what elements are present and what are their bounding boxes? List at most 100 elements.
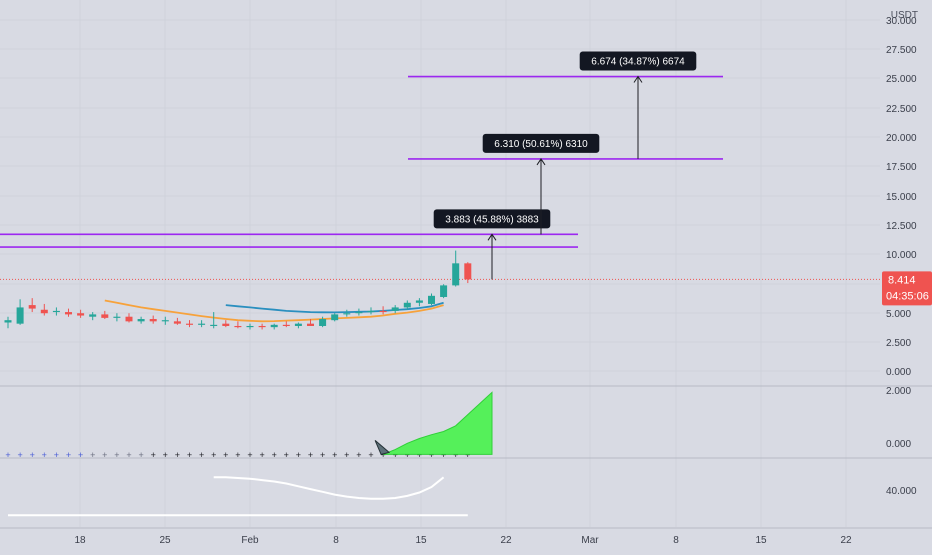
candle-body [270, 324, 278, 328]
axis-layer: 18 25 Feb 8 15 22 Mar 8 15 22 30.000 27.500 25.000 22… [74, 16, 917, 546]
candle-body [379, 310, 387, 313]
candle-body [52, 310, 60, 313]
oscillator-dot: + [320, 450, 325, 460]
y-tick-label: 27.500 [886, 45, 917, 56]
measure-arrow-head [487, 233, 497, 241]
oscillator-dot: + [453, 450, 458, 460]
y-tick-label: 22.500 [886, 104, 917, 115]
oscillator-dot: + [199, 450, 204, 460]
candle-body [186, 323, 193, 325]
candle-body [149, 319, 157, 322]
oscillator-dot: + [393, 450, 398, 460]
candle-body [16, 307, 24, 324]
measure-layer: 3.883 (45.88%) 3883 6.310 (50.61%) 6310 6.… [433, 51, 697, 280]
x-tick-label: Mar [581, 535, 599, 546]
oscillator-dot: + [90, 450, 95, 460]
last-price-tag: 8.414 04:35:06 [882, 271, 932, 306]
candle-body [125, 316, 133, 322]
candle-body [428, 295, 435, 304]
oscillator-dot: + [175, 450, 180, 460]
oscillator-dot: + [405, 450, 410, 460]
candle-body [210, 324, 218, 326]
oscillator-dot: + [42, 450, 47, 460]
oscillator-dot: + [368, 450, 373, 460]
candle-body [464, 263, 472, 280]
measure-arrow-head [536, 158, 546, 166]
y-tick-label: 17.500 [886, 162, 917, 173]
oscillator-dot: + [332, 450, 337, 460]
measure-label-bg [482, 133, 600, 153]
oscillator-dot: + [187, 450, 192, 460]
oscillator-dot: + [126, 450, 131, 460]
oscillator-dot: + [30, 450, 35, 460]
oscillator-dot: + [114, 450, 119, 460]
oscillator-dot: + [465, 450, 470, 460]
oscillator-dot: + [417, 450, 422, 460]
oscillator-dot: + [138, 450, 143, 460]
candle-body [113, 316, 121, 318]
candle-body [403, 302, 411, 308]
candle-body [282, 324, 290, 326]
oscillator-dot: + [66, 450, 71, 460]
oscillator-dot: + [211, 450, 216, 460]
osc-tick-label: 2.000 [886, 386, 911, 397]
oscillator-dot: + [356, 450, 361, 460]
x-tick-label: 8 [673, 535, 679, 546]
measure-arrow-head [633, 75, 643, 83]
y-tick-label: 15.000 [886, 192, 917, 203]
oscillator-dot: + [235, 450, 240, 460]
bar-countdown: 04:35:06 [886, 290, 929, 302]
candle-body [101, 314, 109, 318]
y-tick-label: 0.000 [886, 367, 911, 378]
currency-label: USDT [891, 10, 918, 21]
x-tick-label: 25 [159, 535, 171, 546]
candle-body [440, 285, 448, 297]
candle-body [198, 323, 206, 325]
candle-body [391, 307, 399, 311]
oscillator-dot: + [247, 450, 252, 460]
last-price-value: 8.414 [888, 274, 916, 286]
oscillator-dot: + [259, 450, 264, 460]
oscillator-dot: + [308, 450, 313, 460]
candle-body [319, 319, 327, 326]
lower-white-line [213, 476, 445, 500]
candle-body [294, 323, 302, 326]
candle-body [415, 300, 423, 303]
oscillator-dot: + [5, 450, 10, 460]
oscillator-dot: + [151, 450, 156, 460]
oscillator-dot: + [17, 450, 22, 460]
y-tick-label: 5.000 [886, 309, 911, 320]
y-tick-label: 2.500 [886, 338, 911, 349]
candle-body [28, 305, 36, 309]
last-price-tag-bg [882, 271, 932, 306]
candle-body [246, 325, 254, 328]
oscillator-dot: + [78, 450, 83, 460]
measure-label: 3.883 (45.88%) 3883 [445, 214, 539, 225]
measure-label-bg [433, 209, 551, 229]
x-tick-label: 18 [74, 535, 86, 546]
candle-body [137, 319, 145, 322]
x-tick-label: Feb [241, 535, 259, 546]
y-tick-label: 12.500 [886, 221, 917, 232]
oscillator-dot: + [163, 450, 168, 460]
candle-body [77, 313, 85, 316]
candle-body [89, 314, 97, 317]
levels-layer [0, 75, 723, 248]
oscillator-marker [374, 440, 391, 455]
measure-label: 6.674 (34.87%) 6674 [591, 57, 685, 68]
oscillator-dot: + [296, 450, 301, 460]
oscillator-dot: + [223, 450, 228, 460]
candle-body [367, 310, 375, 313]
oscillator-area [382, 391, 493, 455]
y-tick-label: 30.000 [886, 16, 917, 27]
x-tick-label: 22 [840, 535, 852, 546]
x-tick-label: 8 [333, 535, 339, 546]
oscillator-dot: + [441, 450, 446, 460]
candle-body [258, 325, 266, 328]
x-tick-label: 22 [500, 535, 512, 546]
x-tick-label: 15 [755, 535, 767, 546]
x-tick-label: 15 [415, 535, 427, 546]
y-tick-label: 20.000 [886, 133, 917, 144]
